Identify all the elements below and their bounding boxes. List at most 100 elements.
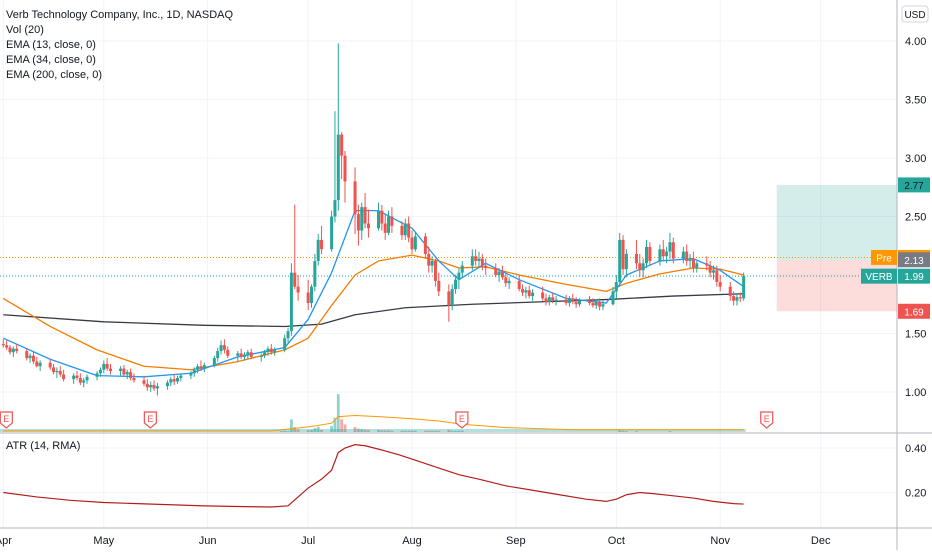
currency-badge: [901, 5, 929, 23]
candle: [403, 218, 407, 240]
candle-body: [363, 207, 367, 224]
candle: [564, 294, 568, 306]
candle: [75, 370, 79, 381]
candle: [477, 251, 481, 268]
price-label-box: [898, 177, 930, 193]
atr-axis-tick: 0.40: [905, 443, 926, 455]
candle: [330, 210, 334, 252]
candle-body: [564, 299, 568, 304]
chart-title[interactable]: Verb Technology Company, Inc., 1D, NASDA…: [6, 9, 234, 21]
volume-bar: [450, 430, 454, 432]
candle: [387, 210, 391, 236]
atr-title[interactable]: ATR (14, RMA): [6, 440, 81, 452]
ema34-line: [2, 254, 744, 371]
candle: [712, 265, 715, 280]
candle: [621, 235, 625, 275]
candle-body: [450, 289, 454, 306]
candle: [691, 251, 695, 273]
candle-body: [624, 253, 628, 270]
candle: [433, 258, 437, 287]
volume-bar: [377, 429, 380, 432]
candle: [484, 258, 488, 275]
candle: [410, 230, 414, 254]
volume-bar: [434, 430, 437, 432]
candle-body: [735, 297, 739, 301]
candle: [82, 377, 86, 388]
candle: [8, 345, 12, 355]
candle: [246, 349, 250, 360]
candle-body: [712, 270, 715, 273]
candle: [55, 367, 59, 378]
volume-bar: [380, 430, 384, 432]
candle: [541, 286, 545, 301]
price-axis-tick: 3.00: [905, 153, 926, 165]
candle-body: [390, 216, 394, 226]
candle: [243, 352, 246, 361]
candle-body: [239, 353, 243, 357]
candle-body: [145, 383, 149, 388]
volume-bar: [367, 429, 370, 432]
time-axis-tick: Apr: [0, 535, 12, 547]
volume-bar: [400, 430, 404, 432]
indicator-ema200[interactable]: EMA (200, close, 0): [6, 69, 102, 81]
candle: [685, 244, 689, 266]
volume-bar: [320, 429, 323, 432]
time-axis-tick: Jun: [199, 535, 217, 547]
candle: [588, 296, 592, 306]
volume-bar: [635, 431, 638, 432]
candle: [598, 298, 602, 311]
volume-bar: [357, 428, 360, 432]
price-axis-tick: 1.00: [905, 387, 926, 399]
candle-body: [611, 291, 615, 305]
candle: [524, 286, 528, 299]
indicator-ema34[interactable]: EMA (34, close, 0): [6, 54, 96, 66]
candle: [31, 352, 35, 364]
candle-body: [380, 210, 384, 224]
candle: [437, 272, 441, 297]
candle-body: [356, 214, 360, 231]
candle-body: [78, 377, 82, 383]
candle: [152, 380, 156, 391]
volume-bar: [333, 417, 337, 432]
candle: [320, 225, 324, 254]
candle: [165, 380, 169, 390]
candle: [494, 263, 498, 278]
candle-body: [269, 348, 273, 353]
candle-body: [554, 299, 558, 301]
volume-bar: [330, 426, 333, 432]
candle: [474, 249, 478, 266]
candle: [343, 150, 347, 203]
candle: [1, 339, 5, 348]
candle: [212, 355, 216, 368]
candle: [226, 346, 230, 359]
earnings-badge: [760, 411, 774, 429]
candle: [78, 373, 82, 385]
candle-body: [658, 249, 662, 261]
candle-body: [614, 282, 618, 292]
indicator-ema13[interactable]: EMA (13, close, 0): [6, 39, 96, 51]
candle-body: [413, 236, 417, 250]
candle-body: [95, 373, 99, 377]
price-label-box: [898, 252, 930, 268]
candle-body: [504, 277, 508, 284]
candle: [571, 293, 575, 305]
price-axis-tick: 4.00: [905, 36, 926, 48]
candle-body: [105, 363, 109, 369]
candle: [390, 207, 394, 233]
candle: [681, 246, 685, 264]
time-axis-tick: Aug: [402, 535, 422, 547]
candle: [72, 373, 76, 384]
candle: [98, 367, 102, 377]
candle-body: [497, 271, 501, 275]
candle: [460, 260, 464, 278]
volume-bar: [283, 430, 287, 432]
candle-body: [460, 265, 464, 273]
candle-body: [212, 358, 216, 366]
candle-body: [149, 384, 153, 388]
candle: [480, 253, 484, 271]
candle-body: [621, 239, 625, 270]
indicator-volume[interactable]: Vol (20): [6, 24, 44, 36]
candle-body: [547, 297, 551, 302]
candle: [85, 374, 89, 384]
